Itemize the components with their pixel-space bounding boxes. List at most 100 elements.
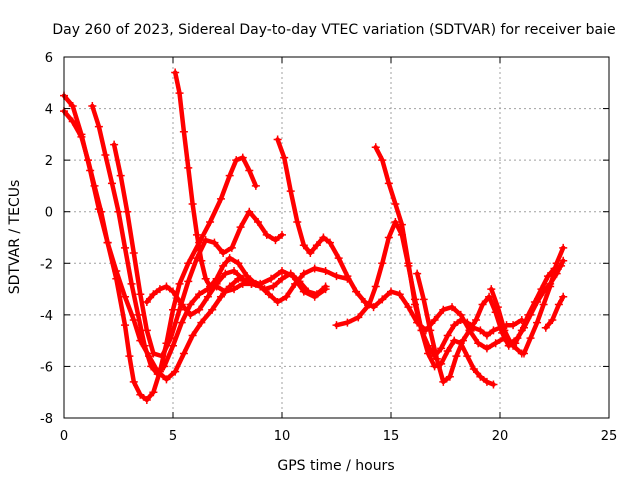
data-point-marker <box>121 321 130 330</box>
data-point-marker <box>260 285 269 294</box>
data-point-marker <box>487 285 496 294</box>
data-point-marker <box>238 153 247 162</box>
data-point-marker <box>177 318 186 327</box>
y-tick-label: 2 <box>45 154 53 169</box>
data-point-marker <box>254 218 263 227</box>
data-point-marker <box>482 344 491 353</box>
data-point-marker <box>450 321 459 330</box>
data-point-marker <box>114 207 123 216</box>
data-point-marker <box>397 220 406 229</box>
data-point-marker <box>482 331 491 340</box>
y-tick-label: -6 <box>40 360 53 375</box>
data-point-marker <box>299 241 308 250</box>
data-point-marker <box>149 388 158 397</box>
series-line <box>414 263 564 385</box>
data-point-marker <box>262 230 271 239</box>
data-point-marker <box>559 243 568 252</box>
data-point-marker <box>206 218 215 227</box>
data-point-marker <box>295 277 304 286</box>
data-point-marker <box>541 323 550 332</box>
data-point-marker <box>533 297 542 306</box>
data-point-marker <box>310 264 319 273</box>
data-point-marker <box>142 326 151 335</box>
data-point-marker <box>391 218 400 227</box>
data-point-marker <box>286 269 295 278</box>
data-point-marker <box>171 367 180 376</box>
data-point-marker <box>371 143 380 152</box>
data-point-marker <box>282 292 291 301</box>
data-point-marker <box>526 310 535 319</box>
data-point-marker <box>395 290 404 299</box>
y-tick-label: 6 <box>45 51 53 66</box>
data-point-marker <box>129 377 138 386</box>
data-point-marker <box>188 199 197 208</box>
data-point-marker <box>445 372 454 381</box>
data-point-marker <box>559 292 568 301</box>
data-point-marker <box>267 274 276 283</box>
data-point-marker <box>404 303 413 312</box>
data-point-marker <box>110 140 119 149</box>
data-point-marker <box>195 290 204 299</box>
data-point-marker <box>360 297 369 306</box>
data-point-marker <box>452 352 461 361</box>
data-point-marker <box>225 171 234 180</box>
data-point-marker <box>286 187 295 196</box>
data-point-marker <box>136 390 145 399</box>
data-point-marker <box>142 395 151 404</box>
data-point-marker <box>264 290 273 299</box>
data-point-marker <box>149 349 158 358</box>
data-point-marker <box>476 326 485 335</box>
data-point-marker <box>489 380 498 389</box>
data-point-marker <box>68 101 77 110</box>
series-line <box>61 108 328 382</box>
data-point-marker <box>186 310 195 319</box>
data-point-marker <box>219 261 228 270</box>
data-point-marker <box>103 238 112 247</box>
data-point-marker <box>443 346 452 355</box>
data-point-marker <box>432 354 441 363</box>
data-point-marker <box>155 285 164 294</box>
data-point-marker <box>94 122 103 131</box>
data-point-marker <box>273 135 282 144</box>
axis-ticks: 0 5 10 15 20 25 -8 -6 -4 -2 0 2 4 6 <box>40 51 617 444</box>
data-point-marker <box>469 365 478 374</box>
x-tick-label: 15 <box>383 429 400 444</box>
data-point-marker <box>456 316 465 325</box>
data-point-marker <box>419 295 428 304</box>
data-point-marker <box>299 269 308 278</box>
data-point-marker <box>424 341 433 350</box>
data-point-marker <box>216 194 225 203</box>
data-point-marker <box>197 318 206 327</box>
data-point-marker <box>319 233 328 242</box>
data-point-marker <box>312 241 321 250</box>
data-point-marker <box>129 316 138 325</box>
data-point-marker <box>271 236 280 245</box>
data-point-marker <box>463 352 472 361</box>
data-point-marker <box>219 248 228 257</box>
data-point-marker <box>332 272 341 281</box>
data-point-marker <box>251 181 260 190</box>
data-point-marker <box>90 181 99 190</box>
data-point-marker <box>125 352 134 361</box>
data-point-marker <box>552 259 561 268</box>
data-point-marker <box>121 292 130 301</box>
series-arc-6 <box>142 267 256 319</box>
data-point-marker <box>343 272 352 281</box>
series-arc-4 <box>110 140 286 361</box>
data-point-marker <box>519 349 528 358</box>
data-point-marker <box>371 282 380 291</box>
data-point-marker <box>225 254 234 263</box>
data-point-marker <box>437 344 446 353</box>
data-point-marker <box>443 331 452 340</box>
data-point-marker <box>417 326 426 335</box>
data-point-marker <box>201 236 210 245</box>
data-point-marker <box>230 285 239 294</box>
data-point-marker <box>278 230 286 239</box>
data-point-marker <box>489 326 498 335</box>
data-point-marker <box>410 300 419 309</box>
y-tick-label: -8 <box>40 412 53 427</box>
data-point-marker <box>140 341 149 350</box>
data-point-marker <box>321 282 330 291</box>
data-point-marker <box>533 318 542 327</box>
data-point-marker <box>201 274 210 283</box>
